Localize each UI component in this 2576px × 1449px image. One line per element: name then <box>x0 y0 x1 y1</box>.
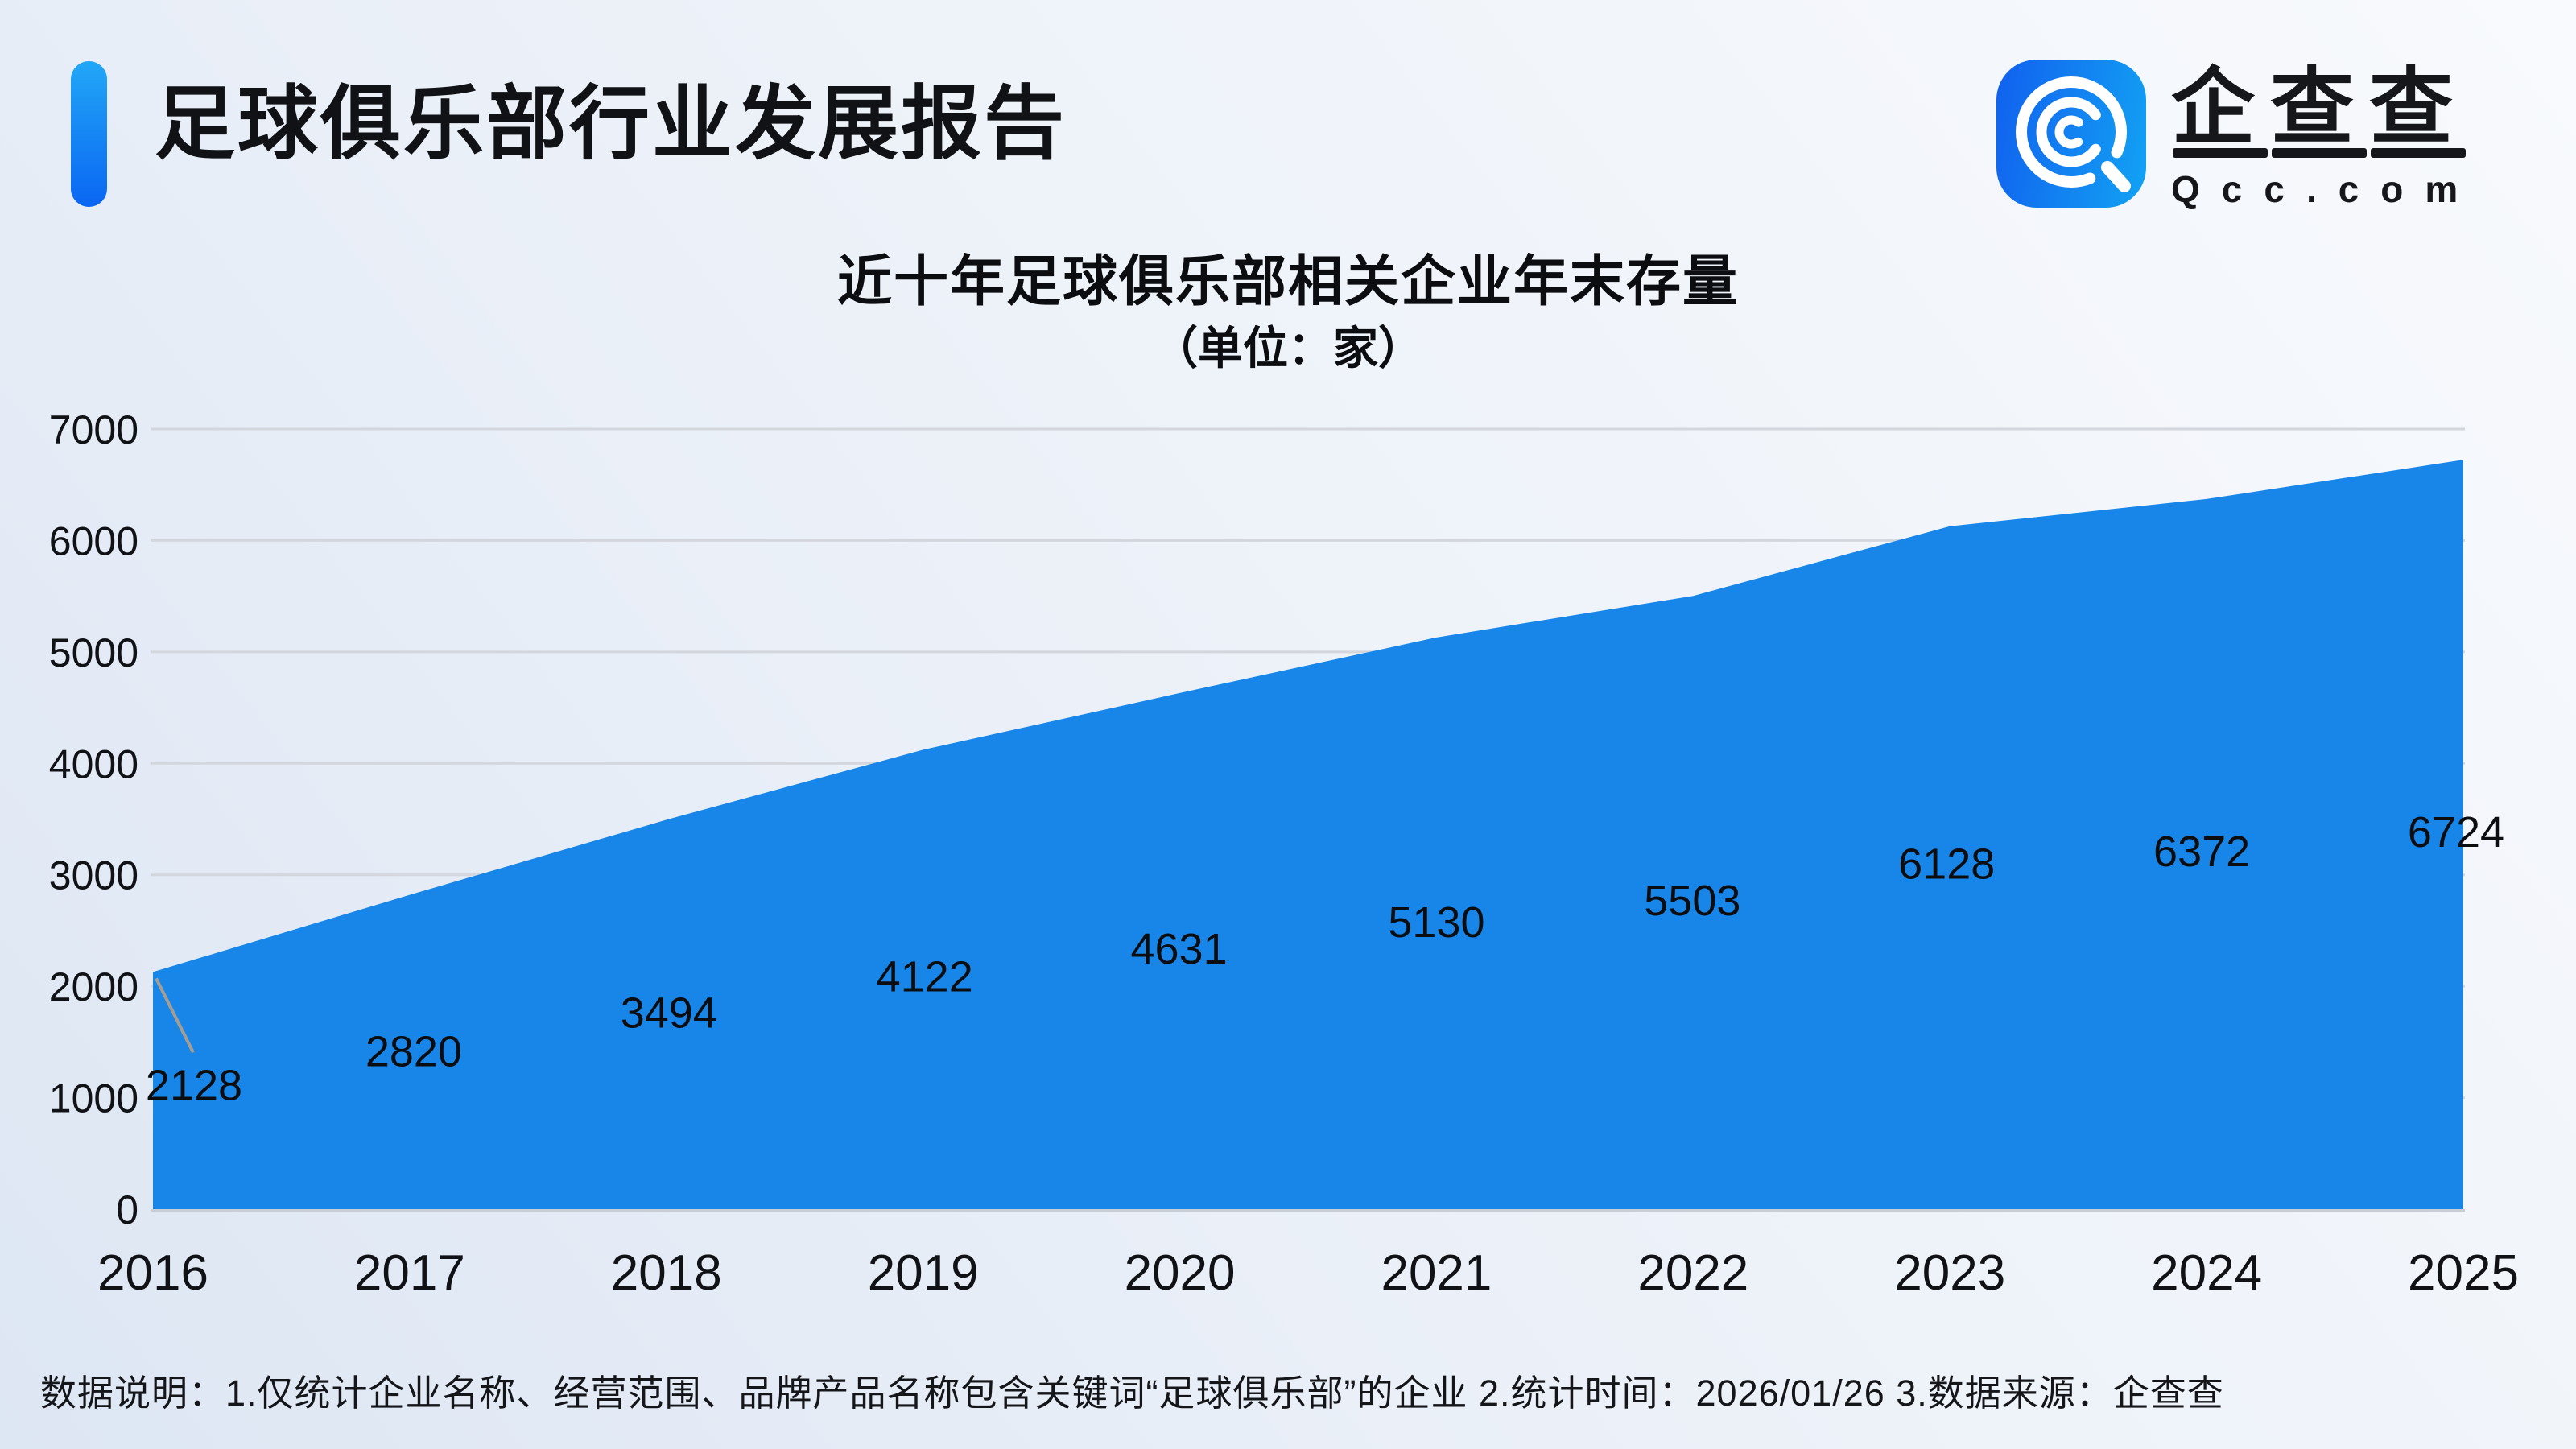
x-axis-label: 2020 <box>1125 1245 1236 1301</box>
x-axis-label: 2025 <box>2408 1245 2519 1301</box>
data-label-leader-line <box>155 977 195 1054</box>
data-notes: 数据说明：1.仅统计企业名称、经营范围、品牌产品名称包含关键词“足球俱乐部”的企… <box>40 1373 2224 1414</box>
magnifier-q-icon <box>2016 76 2131 192</box>
chart-subtitle: （单位：家） <box>1153 323 1423 374</box>
qcc-logo-icon <box>1996 60 2146 208</box>
x-axis-label: 2024 <box>2151 1245 2262 1301</box>
data-label: 5503 <box>1644 877 1740 925</box>
data-label: 3494 <box>621 989 717 1037</box>
wordmark-underline-3 <box>2371 148 2466 158</box>
data-label: 6128 <box>1898 840 1995 889</box>
x-axis-label: 2022 <box>1637 1245 1748 1301</box>
data-label: 2128 <box>146 1061 242 1109</box>
x-axis-label: 2018 <box>611 1245 722 1301</box>
x-axis-label: 2023 <box>1894 1245 2005 1301</box>
wordmark-underline-2 <box>2272 148 2367 158</box>
x-axis-label: 2017 <box>354 1245 465 1301</box>
y-tick-label: 0 <box>116 1187 138 1232</box>
data-label: 2820 <box>365 1028 462 1076</box>
data-label: 4122 <box>877 952 973 1001</box>
qcc-wordmark: 企查查 <box>2171 61 2469 155</box>
data-label: 6372 <box>2153 828 2250 876</box>
report-title: 足球俱乐部行业发展报告 <box>155 79 1067 169</box>
y-tick-label: 6000 <box>49 518 138 564</box>
data-label: 5130 <box>1388 898 1484 947</box>
y-tick-label: 4000 <box>49 741 138 786</box>
x-axis-label: 2019 <box>868 1245 979 1301</box>
y-tick-label: 2000 <box>49 964 138 1009</box>
wordmark-underline-1 <box>2173 148 2268 158</box>
y-tick-label: 5000 <box>49 630 138 675</box>
qcc-domain-text: Qcc.com <box>2171 168 2480 210</box>
y-tick-label: 3000 <box>49 853 138 898</box>
y-tick-label: 1000 <box>49 1076 138 1121</box>
y-tick-label: 7000 <box>49 407 138 452</box>
data-label: 6724 <box>2408 808 2504 857</box>
area-series <box>153 460 2463 1209</box>
header-accent-bar <box>71 61 107 207</box>
x-axis-label: 2021 <box>1381 1245 1492 1301</box>
x-axis-label: 2016 <box>97 1245 208 1301</box>
data-label: 4631 <box>1130 925 1227 973</box>
chart-title: 近十年足球俱乐部相关企业年末存量 <box>836 251 1739 312</box>
